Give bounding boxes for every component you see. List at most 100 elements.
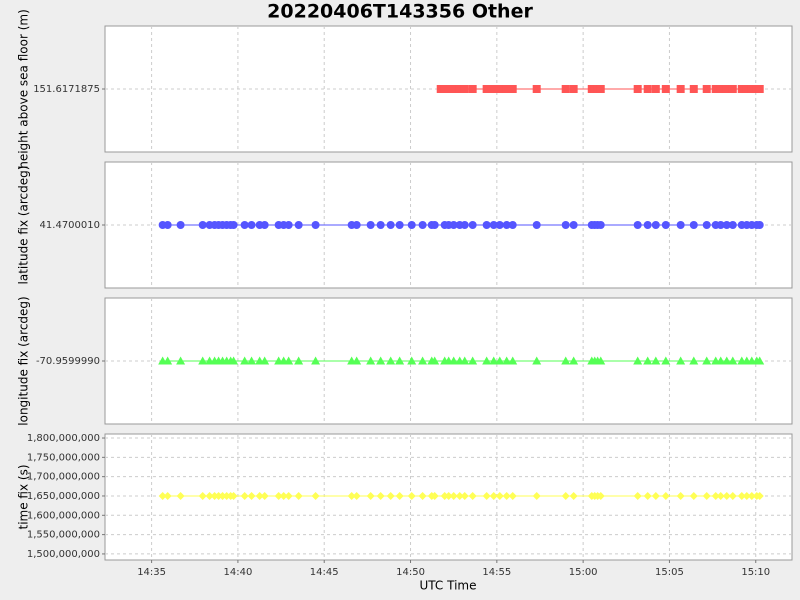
marker xyxy=(689,85,698,93)
marker xyxy=(176,491,185,500)
marker xyxy=(716,221,725,229)
marker xyxy=(407,221,416,229)
marker xyxy=(728,356,738,365)
marker xyxy=(596,356,606,365)
marker xyxy=(702,221,711,229)
x-axis-title: UTC Time xyxy=(420,579,477,593)
marker xyxy=(366,491,375,500)
marker xyxy=(430,491,439,500)
marker xyxy=(468,221,477,229)
marker xyxy=(728,491,737,500)
marker xyxy=(502,221,511,229)
marker xyxy=(395,221,404,229)
marker xyxy=(633,491,642,500)
marker xyxy=(508,221,517,229)
marker xyxy=(449,85,458,93)
marker xyxy=(651,491,660,500)
marker xyxy=(755,85,764,93)
marker xyxy=(229,491,238,500)
marker xyxy=(633,356,643,365)
marker xyxy=(449,356,459,365)
y-tick-label: 151.6171875 xyxy=(33,84,100,95)
marker xyxy=(661,221,670,229)
marker xyxy=(407,356,417,365)
marker xyxy=(176,356,186,365)
y-tick-label: 1,600,000,000 xyxy=(27,510,100,521)
marker xyxy=(229,356,239,365)
marker xyxy=(352,491,361,500)
marker xyxy=(366,356,376,365)
marker xyxy=(755,491,764,500)
marker xyxy=(376,491,385,500)
marker xyxy=(716,356,726,365)
marker xyxy=(311,221,320,229)
marker xyxy=(508,85,517,93)
marker xyxy=(482,85,491,93)
marker xyxy=(532,221,541,229)
marker xyxy=(502,491,511,500)
marker xyxy=(722,221,731,229)
marker xyxy=(643,85,652,93)
marker xyxy=(747,85,756,93)
x-tick-label: 14:40 xyxy=(223,567,252,578)
y-axis-title: longitude fix (arcdeg) xyxy=(17,296,31,425)
marker xyxy=(711,85,720,93)
marker xyxy=(460,221,469,229)
marker xyxy=(468,85,477,93)
marker xyxy=(689,221,698,229)
marker xyxy=(460,491,469,500)
marker xyxy=(633,85,642,93)
marker xyxy=(532,356,542,365)
marker xyxy=(460,85,469,93)
marker xyxy=(449,221,458,229)
x-tick-label: 14:35 xyxy=(137,567,166,578)
marker xyxy=(386,491,395,500)
marker xyxy=(352,221,361,229)
marker xyxy=(596,491,605,500)
marker xyxy=(643,491,652,500)
marker xyxy=(247,221,256,229)
marker xyxy=(716,85,725,93)
y-axis-title: time fix (s) xyxy=(17,464,31,529)
marker xyxy=(218,491,227,500)
marker xyxy=(569,221,578,229)
marker xyxy=(294,356,304,365)
marker xyxy=(449,491,458,500)
marker xyxy=(502,356,512,365)
marker xyxy=(651,356,661,365)
marker xyxy=(742,491,751,500)
marker xyxy=(468,491,477,500)
marker xyxy=(260,491,269,500)
marker xyxy=(569,85,578,93)
x-tick-label: 14:55 xyxy=(482,567,511,578)
marker xyxy=(495,491,504,500)
marker xyxy=(508,356,518,365)
marker xyxy=(747,491,756,500)
marker xyxy=(240,221,249,229)
y-tick-label: 1,500,000,000 xyxy=(27,549,100,560)
marker xyxy=(284,491,293,500)
marker xyxy=(482,491,491,500)
marker xyxy=(176,221,185,229)
marker xyxy=(661,356,671,365)
marker xyxy=(198,356,208,365)
marker xyxy=(489,356,499,365)
marker xyxy=(561,356,571,365)
y-tick-label: -70.9599990 xyxy=(36,356,100,367)
marker xyxy=(260,356,270,365)
marker xyxy=(468,356,478,365)
marker xyxy=(737,85,746,93)
marker xyxy=(755,356,765,365)
x-tick-label: 14:45 xyxy=(310,567,339,578)
marker xyxy=(702,356,712,365)
marker xyxy=(386,221,395,229)
marker xyxy=(240,356,250,365)
marker xyxy=(352,356,362,365)
y-axis-title: latitude fix (arcdeg) xyxy=(17,166,31,285)
marker xyxy=(482,221,491,229)
marker xyxy=(395,356,405,365)
marker xyxy=(229,221,238,229)
marker xyxy=(596,221,605,229)
marker xyxy=(418,221,427,229)
marker xyxy=(260,221,269,229)
